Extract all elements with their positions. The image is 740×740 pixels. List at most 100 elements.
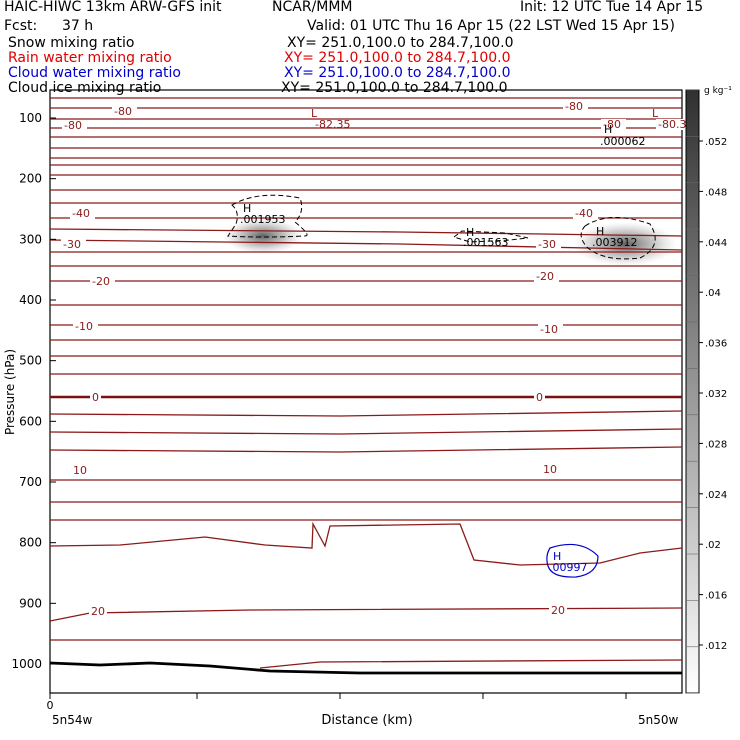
- contour-label-bg: [538, 324, 563, 335]
- contour-label-bg: [71, 465, 89, 476]
- temperature-contour-lower-left: [49, 607, 683, 622]
- contour-label-bg: [73, 321, 98, 332]
- contour-label: 0: [536, 391, 543, 404]
- high-mark: H: [553, 550, 561, 563]
- contour-label: -40: [72, 207, 90, 220]
- contour-label: -80: [64, 119, 82, 132]
- field-xy-cloud-ice: XY= 251.0,100.0 to 284.7,100.0: [281, 80, 508, 96]
- contour-label-bg: [89, 606, 107, 617]
- y-tick-label: 400: [19, 293, 42, 307]
- field-name-snow: Snow mixing ratio: [8, 35, 135, 51]
- contour-label-bg: [536, 239, 561, 250]
- plot-frame: [49, 89, 683, 694]
- colorbar-tick-label: .04: [705, 288, 721, 299]
- low-mark: L: [311, 107, 318, 120]
- contour-label: -80: [114, 105, 132, 118]
- y-tick-label: 600: [19, 414, 42, 428]
- x-axis-label: Distance (km): [321, 713, 412, 728]
- contour-label: -80.3: [658, 118, 686, 131]
- x-origin-tick: 0: [47, 699, 54, 712]
- org-label: NCAR/MMM: [272, 0, 353, 15]
- colorbar-ticks: .052 .048 .044 .04 .036 .032 .028 .024 .02 .016 .0…: [699, 137, 727, 652]
- contour-label: -80: [603, 118, 621, 131]
- colorbar-tick-label: .044: [705, 238, 727, 249]
- x-start-label: 5n54w: [52, 713, 93, 727]
- field-xy-snow: XY= 251.0,100.0 to 284.7,100.0: [287, 35, 514, 51]
- y-tick-label: 800: [19, 536, 42, 550]
- colorbar-steps: [686, 89, 699, 694]
- colorbar-tick-label: .032: [705, 389, 727, 400]
- high-mark: H: [466, 226, 474, 239]
- init-time: Init: 12 UTC Tue 14 Apr 15: [520, 0, 704, 15]
- temperature-contour-800: [49, 521, 683, 566]
- colorbar-tick-label: .012: [705, 641, 727, 652]
- contour-label-bg: [573, 208, 598, 219]
- y-tick-label: 700: [19, 475, 42, 489]
- forecast-label: Fcst:: [4, 18, 38, 34]
- high-value: .000062: [600, 135, 646, 148]
- contour-label: -30: [538, 238, 556, 251]
- y-tick-label: 1000: [11, 657, 42, 671]
- cloud-ice-contour: [452, 230, 529, 243]
- y-axis-label: Pressure (hPa): [3, 349, 17, 435]
- contour-label: 10: [73, 464, 87, 477]
- high-value: .001953: [240, 213, 286, 226]
- contour-label: 20: [551, 604, 565, 617]
- field-xy-rain: XY= 251.0,100.0 to 284.7,100.0: [284, 50, 511, 66]
- high-value: .00997: [549, 561, 588, 574]
- temperature-contour: [49, 428, 683, 435]
- y-tick-label: 500: [19, 354, 42, 368]
- contour-label-bg: [656, 119, 695, 130]
- contour-label-bg: [534, 271, 559, 282]
- high-mark: H: [604, 123, 612, 136]
- high-mark: H: [596, 225, 604, 238]
- y-tick-label: 100: [19, 111, 42, 125]
- temperature-contour: [49, 410, 683, 417]
- colorbar-tick-label: .052: [705, 137, 727, 148]
- x-end-label: 5n50w: [638, 713, 679, 727]
- contour-label: -80: [565, 100, 583, 113]
- colorbar-tick-label: .02: [705, 540, 721, 551]
- colorbar-tick-label: .016: [705, 591, 727, 602]
- contour-label: -10: [540, 323, 558, 336]
- contour-label: 0: [92, 391, 99, 404]
- terrain-surface: [49, 661, 682, 675]
- temperature-contour-near-surface: [259, 659, 683, 669]
- high-value: .003912: [592, 236, 638, 249]
- temperature-contours: [49, 97, 683, 641]
- shaded-cloud-ice-blob: [573, 222, 677, 266]
- cloud-ice-contour: [580, 216, 656, 260]
- y-tick-label: 300: [19, 232, 42, 246]
- contour-label-bg: [62, 120, 87, 131]
- colorbar-tick-label: .048: [705, 187, 727, 198]
- temperature-contour: [49, 228, 683, 237]
- cloud-water-contour: [546, 543, 599, 578]
- y-axis: 100 200 300 400 500 600 700 800 900 1000: [11, 111, 56, 671]
- field-name-cloud-ice: Cloud ice mixing ratio: [8, 80, 162, 96]
- contour-label-bg: [601, 119, 626, 130]
- low-value: -82.35: [315, 118, 350, 131]
- colorbar-units: g kg⁻¹: [704, 86, 732, 96]
- field-name-cloud-water: Cloud water mixing ratio: [8, 65, 181, 81]
- field-xy-cloud-water: XY= 251.0,100.0 to 284.7,100.0: [284, 65, 511, 81]
- y-tick-label: 200: [19, 172, 42, 186]
- contour-label-bg: [563, 101, 588, 112]
- forecast-hours: 37 h: [62, 18, 94, 34]
- contour-label-bg: [534, 392, 545, 403]
- contour-labels: -80 -80 -80 -80 -40 -40 -30 -30 -20 -20 -10 -10 0 0 10…: [61, 100, 695, 618]
- contour-label: -20: [92, 275, 110, 288]
- shaded-cloud-ice-blob: [223, 218, 303, 254]
- model-title: HAIC-HIWC 13km ARW-GFS init: [4, 0, 222, 15]
- contour-label-bg: [549, 605, 567, 616]
- contour-label: -10: [75, 320, 93, 333]
- valid-time: Valid: 01 UTC Thu 16 Apr 15 (22 LST Wed …: [307, 18, 675, 34]
- x-axis: [49, 693, 627, 699]
- high-mark: H: [243, 202, 251, 215]
- contour-label: 10: [543, 463, 557, 476]
- contour-label-bg: [70, 208, 95, 219]
- colorbar-tick-label: .024: [705, 490, 727, 501]
- temperature-contour: [49, 446, 683, 453]
- high-value: .001563: [463, 236, 509, 249]
- contour-label: -40: [575, 207, 593, 220]
